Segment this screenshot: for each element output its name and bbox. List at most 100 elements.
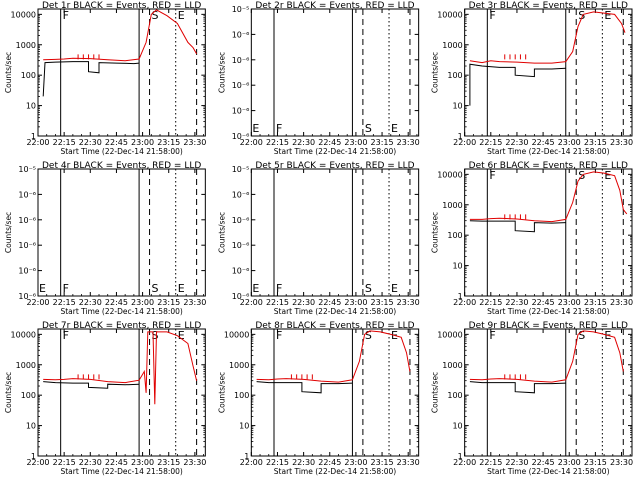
y-tick-label: 10000 [11, 330, 36, 339]
x-tick-label: 22:30 [292, 458, 315, 467]
event-marker-label-start: E [39, 282, 46, 295]
y-tick-label: 10 [452, 102, 462, 111]
x-tick-label: 23:30 [183, 458, 206, 467]
chart-panel-6: Det 6r BLACK = Events, RED = LLD 1 10 100 10… [431, 161, 633, 316]
x-tick-label: 23:00 [558, 298, 581, 307]
y-tick-label: 10⁻⁵ [18, 165, 36, 174]
event-marker-label: F [276, 329, 282, 342]
x-axis-label: Start Time (22-Dec-14 21:58:00) [60, 307, 182, 316]
chart-title: Det 8r BLACK = Events, RED = LLD [255, 321, 414, 331]
x-tick-label: 22:00 [26, 298, 49, 307]
x-tick-label: 22:00 [240, 298, 263, 307]
y-tick-label: 100 [21, 71, 36, 80]
x-tick-label: 22:45 [105, 458, 128, 467]
x-tick-label: 22:15 [266, 138, 289, 147]
event-marker-label: S [578, 169, 585, 182]
x-tick-label: 22:00 [453, 458, 476, 467]
y-tick-label: 10000 [11, 10, 36, 19]
event-marker-label: F [489, 169, 495, 182]
x-tick-label: 23:15 [584, 458, 607, 467]
y-axis-label: Counts/sec [217, 212, 226, 253]
y-tick-label: 10⁻⁶ [18, 292, 36, 301]
y-tick-label: 1000 [442, 361, 462, 370]
y-axis-label: Counts/sec [431, 372, 440, 413]
x-tick-label: 22:45 [318, 138, 341, 147]
x-tick-label: 22:45 [532, 138, 555, 147]
y-tick-label: 1000 [16, 41, 36, 50]
chart-panel-9: Det 9r BLACK = Events, RED = LLD 1 10 100 10… [431, 321, 633, 476]
chart-panel-4: Det 4r BLACK = Events, RED = LLD 10⁻⁶ 10⁻⁶… [4, 161, 206, 316]
x-tick-label: 23:30 [183, 138, 206, 147]
x-tick-label: 23:30 [610, 298, 633, 307]
x-tick-label: 23:30 [183, 298, 206, 307]
x-tick-label: 22:45 [105, 298, 128, 307]
chart-panel-5: Det 5r BLACK = Events, RED = LLD 10⁻⁶ 10⁻⁶… [217, 161, 419, 316]
event-marker-label: S [365, 282, 372, 295]
x-tick-label: 22:00 [240, 458, 263, 467]
x-tick-label: 23:00 [131, 138, 154, 147]
x-tick-label: 22:15 [479, 138, 502, 147]
y-tick-label: 10⁻⁶ [18, 241, 36, 250]
chart-panel-2: Det 2r BLACK = Events, RED = LLD 10⁻⁶ 10⁻⁶… [217, 1, 419, 156]
x-tick-label: 23:00 [131, 298, 154, 307]
x-tick-label: 22:30 [505, 298, 528, 307]
y-tick-label: 1000 [16, 361, 36, 370]
chart-title: Det 9r BLACK = Events, RED = LLD [469, 321, 628, 331]
y-tick-label: 1 [244, 452, 249, 461]
x-tick-label: 22:15 [53, 298, 76, 307]
event-marker-label: E [604, 169, 611, 182]
x-tick-label: 22:00 [453, 298, 476, 307]
y-tick-label: 10⁻⁶ [232, 30, 250, 39]
event-marker-label-start: E [252, 282, 259, 295]
x-tick-label: 23:00 [344, 458, 367, 467]
x-axis-label: Start Time (22-Dec-14 21:58:00) [487, 467, 609, 476]
y-tick-label: 10⁻⁶ [18, 267, 36, 276]
y-tick-label: 1 [31, 132, 36, 141]
x-axis-label: Start Time (22-Dec-14 21:58:00) [487, 307, 609, 316]
y-tick-label: 10⁻⁶ [232, 56, 250, 65]
x-tick-label: 23:15 [584, 138, 607, 147]
x-tick-label: 23:15 [157, 298, 180, 307]
y-tick-label: 10⁻⁶ [232, 241, 250, 250]
x-tick-label: 23:15 [371, 458, 394, 467]
lld-series-line [469, 11, 626, 64]
y-tick-label: 100 [447, 391, 462, 400]
events-series-line [42, 61, 140, 97]
event-marker-label: F [489, 329, 495, 342]
y-tick-label: 1 [31, 452, 36, 461]
y-tick-label: 1000 [442, 201, 462, 210]
y-tick-label: 10⁻⁶ [18, 216, 36, 225]
y-tick-label: 10000 [224, 330, 249, 339]
plot-frame [464, 328, 633, 457]
x-tick-label: 22:30 [79, 138, 102, 147]
x-tick-label: 23:30 [610, 458, 633, 467]
y-tick-label: 10000 [437, 330, 462, 339]
x-tick-label: 22:00 [453, 138, 476, 147]
y-tick-label: 10000 [437, 170, 462, 179]
x-axis-label: Start Time (22-Dec-14 21:58:00) [274, 147, 396, 156]
y-tick-label: 100 [447, 71, 462, 80]
y-tick-label: 1 [458, 132, 463, 141]
event-marker-label: F [276, 282, 282, 295]
y-tick-label: 10⁻⁶ [18, 190, 36, 199]
plot-frame [464, 8, 633, 137]
lld-series-line [256, 330, 411, 383]
y-axis-label: Counts/sec [431, 212, 440, 253]
y-tick-label: 10000 [437, 10, 462, 19]
x-tick-label: 23:15 [584, 298, 607, 307]
event-marker-label: E [178, 9, 185, 22]
plot-frame [250, 328, 420, 457]
x-tick-label: 22:00 [240, 138, 263, 147]
y-axis-label: Counts/sec [431, 52, 440, 93]
y-axis-label: Counts/sec [217, 52, 226, 93]
event-marker-label: S [365, 122, 372, 135]
event-marker-label: F [489, 9, 495, 22]
x-tick-label: 23:00 [344, 298, 367, 307]
event-marker-label: F [276, 122, 282, 135]
x-axis-label: Start Time (22-Dec-14 21:58:00) [487, 147, 609, 156]
x-tick-label: 23:30 [397, 458, 420, 467]
y-tick-label: 10⁻⁶ [232, 216, 250, 225]
x-tick-label: 23:30 [397, 138, 420, 147]
plot-frame [250, 8, 420, 137]
x-tick-label: 22:15 [53, 458, 76, 467]
